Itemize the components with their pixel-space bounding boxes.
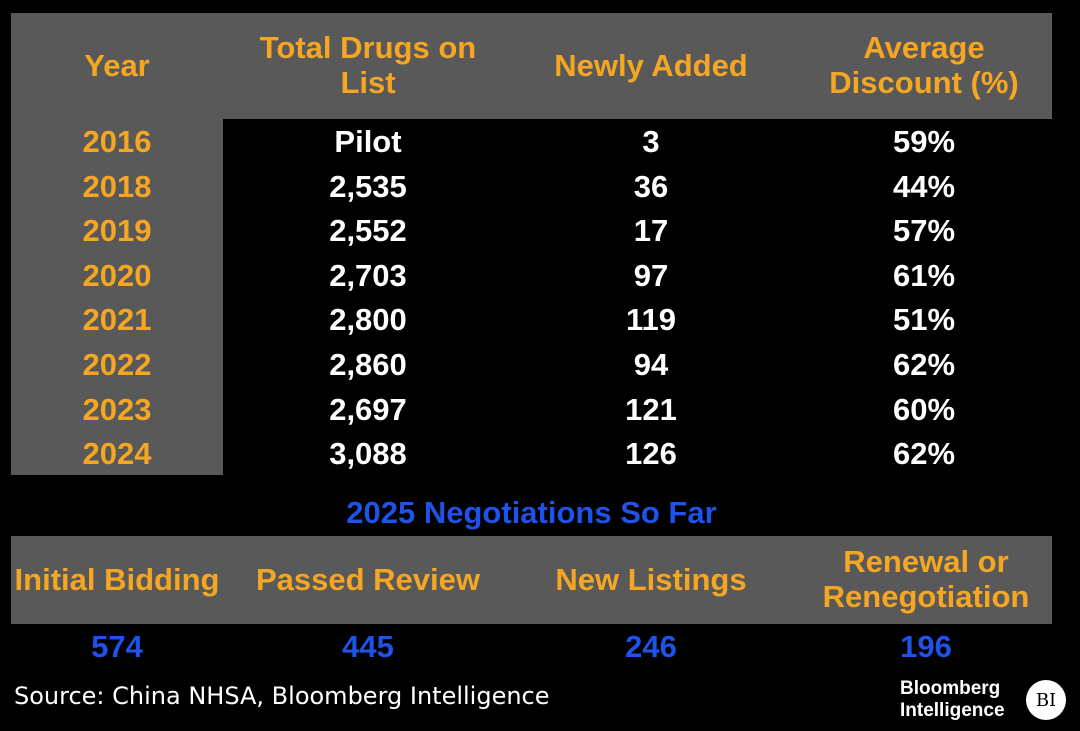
logo-line2: Intelligence — [900, 699, 1005, 721]
cell-year: 2020 — [82, 257, 152, 293]
cell-year: 2021 — [82, 302, 152, 338]
cell-added: 3 — [642, 123, 660, 159]
cell-total: 2,800 — [329, 302, 407, 338]
cell-added: 17 — [633, 213, 669, 249]
cell-discount: 60% — [892, 391, 956, 427]
cell-added: 97 — [633, 257, 669, 293]
negotiation-label: Passed Review — [255, 561, 481, 597]
cell-discount: 44% — [892, 168, 956, 204]
cell-discount: 51% — [892, 302, 956, 338]
header-total-drugs: Total Drugs on List — [259, 30, 477, 100]
cell-added: 94 — [633, 346, 669, 382]
cell-discount: 62% — [892, 436, 956, 472]
cell-total: 3,088 — [329, 436, 407, 472]
cell-year: 2018 — [82, 168, 152, 204]
cell-added: 119 — [625, 302, 676, 338]
bi-badge-icon: BI — [1026, 680, 1066, 720]
cell-added: 126 — [625, 436, 677, 472]
negotiation-label: New Listings — [555, 561, 747, 597]
cell-discount: 62% — [892, 346, 956, 382]
negotiation-label: Initial Bidding — [14, 561, 220, 597]
cell-total: 2,860 — [329, 346, 407, 382]
negotiations-subtitle: 2025 Negotiations So Far — [346, 494, 717, 530]
source-note: Source: China NHSA, Bloomberg Intelligen… — [14, 682, 550, 710]
negotiations-header-panel — [11, 536, 1052, 624]
cell-discount: 59% — [892, 123, 956, 159]
cell-total: 2,535 — [329, 168, 407, 204]
cell-total: 2,697 — [329, 391, 407, 427]
logo-line1: Bloomberg — [900, 678, 1001, 699]
header-newly-added: Newly Added — [554, 47, 748, 83]
cell-discount: 57% — [892, 213, 956, 249]
cell-total: Pilot — [334, 123, 402, 159]
year-column-panel — [11, 119, 223, 475]
cell-total: 2,552 — [329, 213, 407, 249]
cell-year: 2019 — [82, 213, 152, 249]
negotiation-value: 246 — [625, 628, 677, 664]
header-panel — [11, 13, 1052, 119]
header-average-discount: Average Discount (%) — [829, 30, 1019, 100]
cell-added: 36 — [633, 168, 669, 204]
cell-added: 121 — [625, 391, 677, 427]
cell-year: 2022 — [82, 346, 152, 382]
cell-discount: 61% — [892, 257, 956, 293]
negotiation-value: 196 — [900, 628, 952, 664]
header-year: Year — [84, 47, 150, 83]
negotiation-value: 445 — [342, 628, 394, 664]
negotiation-label: Renewal or Renegotiation — [822, 544, 1030, 614]
cell-total: 2,703 — [329, 257, 407, 293]
negotiation-value: 574 — [91, 628, 143, 664]
cell-year: 2016 — [82, 123, 152, 159]
bloomberg-intelligence-logo: Bloomberg Intelligence — [900, 678, 1005, 722]
cell-year: 2023 — [82, 391, 152, 427]
cell-year: 2024 — [82, 436, 152, 472]
